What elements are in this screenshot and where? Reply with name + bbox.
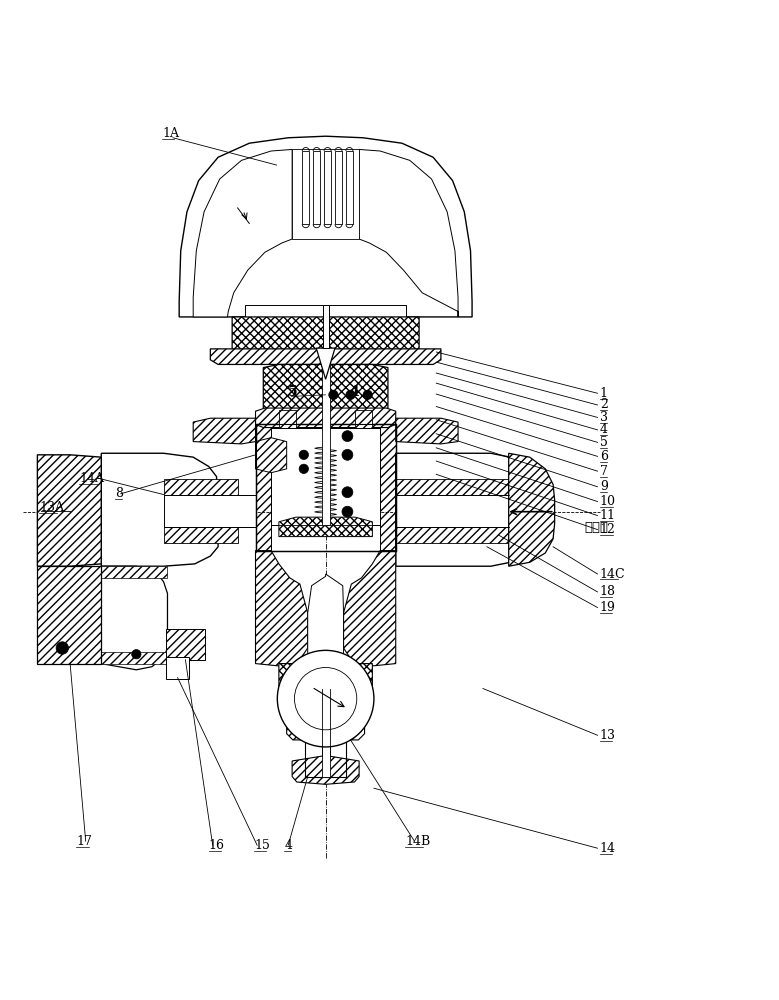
Text: 4: 4: [600, 423, 608, 436]
Polygon shape: [308, 574, 344, 664]
Bar: [396, 495, 548, 527]
Text: 15: 15: [254, 839, 270, 852]
Text: 9: 9: [600, 480, 608, 493]
Bar: [256, 424, 396, 551]
Text: 14B: 14B: [405, 835, 430, 848]
Text: 18: 18: [600, 585, 616, 598]
Bar: [396, 479, 509, 495]
Polygon shape: [263, 364, 388, 411]
Text: 1: 1: [600, 387, 608, 400]
Polygon shape: [193, 149, 292, 317]
Text: 5: 5: [600, 436, 608, 449]
Text: 17: 17: [76, 835, 92, 848]
Bar: [302, 151, 309, 224]
Polygon shape: [37, 455, 101, 566]
Text: 5: 5: [288, 385, 298, 399]
Polygon shape: [256, 408, 396, 428]
Text: 12: 12: [600, 523, 615, 536]
Polygon shape: [232, 317, 419, 354]
Circle shape: [299, 450, 308, 459]
Text: 4: 4: [284, 839, 292, 852]
Text: 4: 4: [349, 385, 359, 399]
Text: 1A: 1A: [162, 127, 179, 140]
Polygon shape: [380, 424, 396, 551]
Text: 10: 10: [600, 495, 616, 508]
Text: 流入端: 流入端: [584, 521, 608, 534]
Text: 13: 13: [600, 729, 616, 742]
Circle shape: [299, 464, 308, 474]
Polygon shape: [292, 756, 359, 784]
Text: 16: 16: [209, 839, 225, 852]
Polygon shape: [210, 349, 441, 364]
Bar: [166, 657, 189, 679]
Circle shape: [329, 390, 338, 400]
Polygon shape: [396, 418, 458, 444]
Circle shape: [294, 667, 357, 730]
Polygon shape: [279, 410, 296, 428]
Text: 3: 3: [600, 411, 608, 424]
Bar: [357, 364, 372, 408]
Polygon shape: [344, 551, 396, 667]
Bar: [101, 652, 167, 664]
Text: 13A: 13A: [39, 501, 64, 514]
Polygon shape: [279, 664, 372, 695]
Polygon shape: [509, 453, 555, 566]
Bar: [292, 149, 359, 239]
Text: 2: 2: [600, 398, 608, 411]
Circle shape: [342, 431, 353, 442]
Bar: [396, 527, 509, 543]
Bar: [101, 566, 167, 578]
Text: 6: 6: [600, 450, 608, 463]
Circle shape: [342, 449, 353, 460]
Bar: [322, 357, 330, 525]
Circle shape: [132, 650, 141, 659]
Text: 14: 14: [600, 842, 616, 855]
Polygon shape: [193, 418, 256, 444]
Bar: [164, 495, 256, 527]
Circle shape: [346, 390, 355, 400]
Polygon shape: [101, 453, 218, 566]
Circle shape: [342, 487, 353, 498]
Bar: [271, 428, 380, 525]
Bar: [164, 479, 238, 495]
Circle shape: [363, 390, 372, 400]
Polygon shape: [256, 551, 308, 667]
Text: 14C: 14C: [600, 568, 626, 581]
Polygon shape: [179, 136, 472, 317]
Bar: [164, 527, 238, 543]
Bar: [279, 364, 294, 408]
Circle shape: [277, 650, 374, 747]
Polygon shape: [287, 709, 365, 740]
Bar: [323, 305, 329, 348]
Bar: [322, 695, 330, 777]
Bar: [335, 151, 342, 224]
Bar: [324, 151, 331, 224]
Polygon shape: [355, 410, 372, 428]
Text: 11: 11: [600, 509, 616, 522]
Text: 19: 19: [600, 601, 615, 614]
Polygon shape: [279, 517, 372, 537]
Polygon shape: [256, 438, 287, 473]
Text: 14A: 14A: [79, 472, 104, 485]
Bar: [166, 629, 205, 660]
Circle shape: [342, 506, 353, 517]
Polygon shape: [359, 149, 458, 317]
Text: 8: 8: [115, 487, 123, 500]
Polygon shape: [316, 348, 335, 379]
Polygon shape: [37, 566, 101, 664]
Polygon shape: [256, 424, 271, 551]
Bar: [313, 151, 320, 224]
Bar: [346, 151, 353, 224]
Polygon shape: [101, 566, 167, 670]
Bar: [245, 305, 406, 317]
Text: 7: 7: [600, 465, 608, 478]
Polygon shape: [396, 453, 549, 566]
Circle shape: [56, 642, 69, 654]
